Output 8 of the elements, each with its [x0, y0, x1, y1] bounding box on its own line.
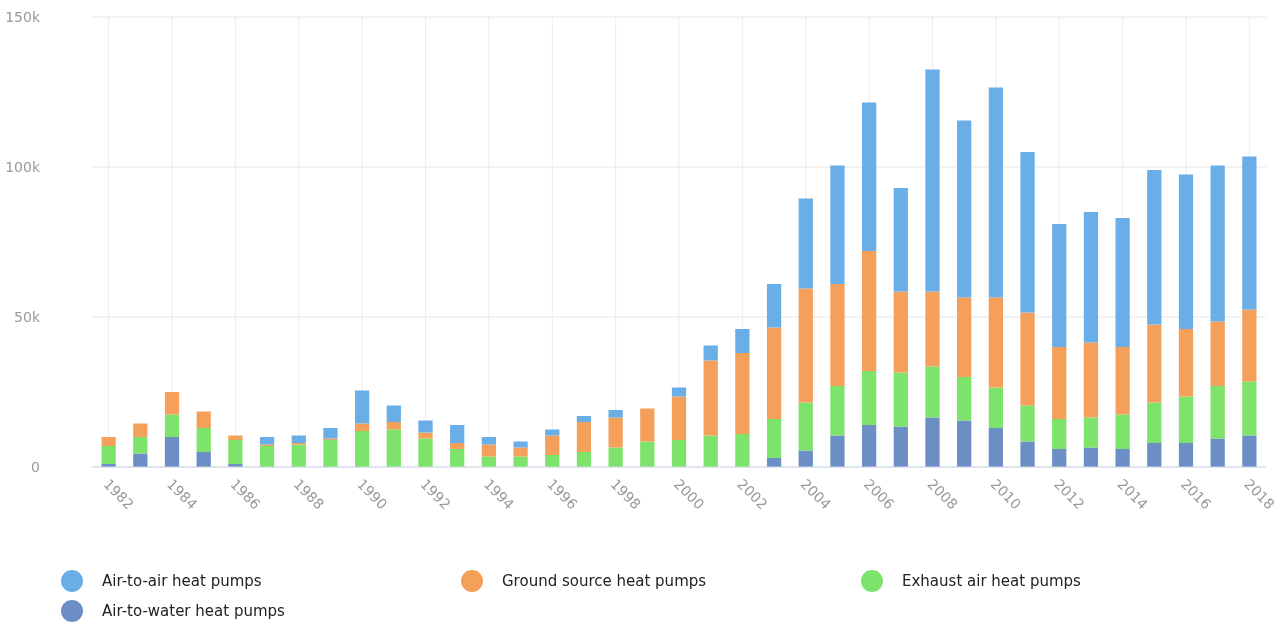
y-tick-label: 150k	[5, 8, 41, 25]
legend-label: Ground source heat pumps	[502, 572, 707, 591]
y-tick-label: 100k	[5, 158, 41, 175]
legend-label: Air-to-air heat pumps	[102, 572, 262, 591]
y-tick-label: 0	[31, 458, 40, 475]
legend-label: Exhaust air heat pumps	[902, 572, 1082, 591]
legend-label: Air-to-water heat pumps	[102, 602, 286, 621]
y-tick-label: 50k	[14, 308, 41, 325]
